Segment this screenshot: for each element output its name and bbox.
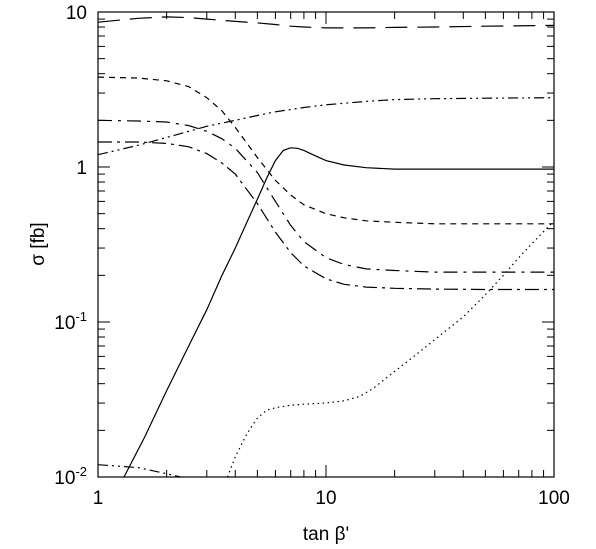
series-line-long-dash-dot <box>98 141 554 291</box>
y-tick-label: 10-1 <box>54 309 87 334</box>
y-tick-label: 10-2 <box>54 464 87 489</box>
series-line-dash-dot-tail <box>97 464 181 478</box>
series-group <box>97 16 555 478</box>
x-tick-label: 1 <box>93 488 104 509</box>
plot-frame <box>97 11 555 478</box>
x-axis-label: tan β' <box>303 524 349 545</box>
axis-ticks <box>97 12 554 478</box>
x-tick-label: 100 <box>538 488 570 509</box>
y-tick-label: 10 <box>66 3 87 24</box>
series-line-solid <box>123 147 554 478</box>
series-line-long-dash <box>97 16 555 29</box>
series-line-dash-dot <box>97 119 554 273</box>
x-tick-labels: 1 10 100 <box>93 488 570 509</box>
x-tick-label: 10 <box>315 488 336 509</box>
series-line-dotted <box>226 220 555 478</box>
y-tick-label: 1 <box>76 158 87 179</box>
y-axis-label: σ [fb] <box>28 222 49 265</box>
y-tick-labels: 10-2 10-1 1 10 <box>54 3 87 489</box>
series-line-dash-dot-dot <box>97 97 555 156</box>
series-line-short-dash <box>97 76 554 225</box>
